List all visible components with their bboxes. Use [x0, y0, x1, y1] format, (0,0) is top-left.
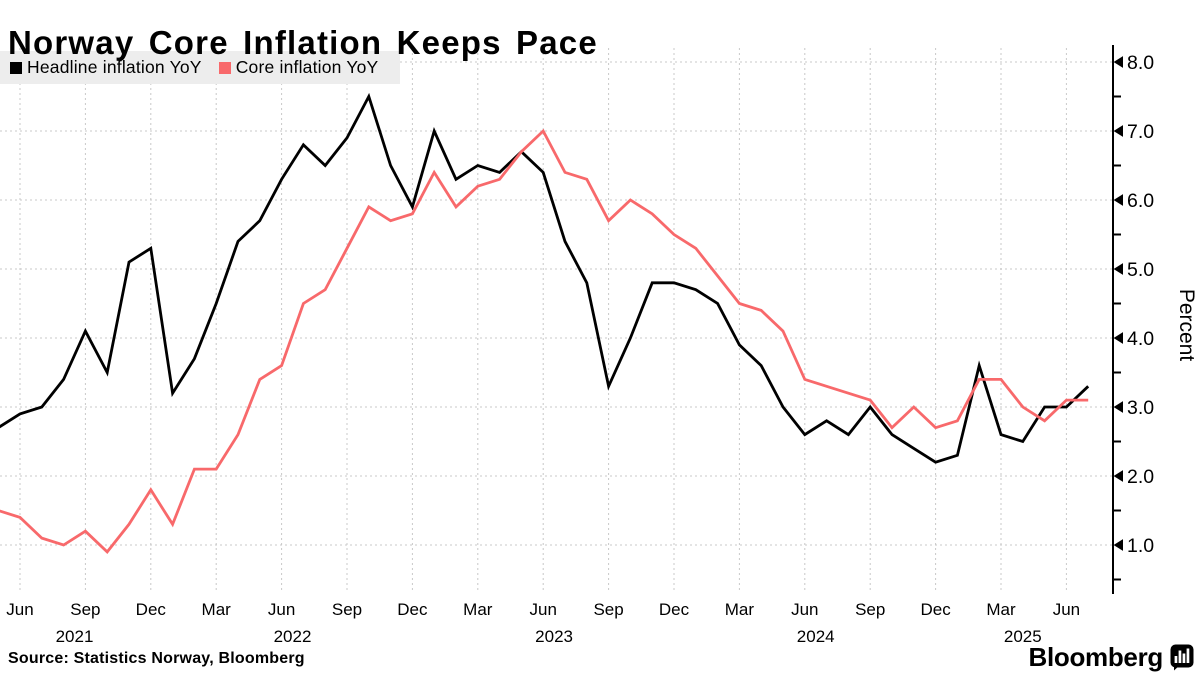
y-major-tick: [1113, 125, 1123, 137]
y-tick-label: 8.0: [1127, 52, 1154, 74]
x-tick-label: Sep: [332, 600, 362, 619]
y-tick-label: 7.0: [1127, 121, 1154, 143]
x-year-label: 2023: [535, 627, 573, 646]
x-tick-label: Jun: [529, 600, 556, 619]
y-major-tick: [1113, 332, 1123, 344]
y-major-tick: [1113, 470, 1123, 482]
x-axis-labels: Jun Sep Dec Mar Jun Sep Dec Mar Jun Sep Dec Mar Jun S…: [6, 600, 1080, 646]
bloomberg-wordmark: Bloomberg: [1028, 642, 1163, 672]
y-axis-title: Percent: [1175, 289, 1198, 362]
x-tick-label: Dec: [659, 600, 690, 619]
x-tick-label: Sep: [70, 600, 100, 619]
x-tick-label: Dec: [136, 600, 167, 619]
bloomberg-terminal-icon: [1170, 644, 1194, 671]
x-year-label: 2025: [1004, 627, 1042, 646]
y-tick-label: 4.0: [1127, 328, 1154, 350]
legend-item-headline: Headline inflation YoY: [10, 57, 202, 78]
x-tick-label: Sep: [593, 600, 623, 619]
x-tick-label: Mar: [986, 600, 1016, 619]
x-tick-label: Mar: [202, 600, 232, 619]
series-line-core: [0, 128, 1089, 554]
x-tick-label: Jun: [791, 600, 818, 619]
series-line-headline: [0, 92, 1090, 464]
page-title: Norway Core Inflation Keeps Pace: [8, 24, 598, 62]
legend-label-core: Core inflation YoY: [235, 57, 379, 77]
source-attribution: Source: Statistics Norway, Bloomberg: [8, 650, 305, 667]
x-tick-label: Jun: [268, 600, 295, 619]
legend-label-headline: Headline inflation YoY: [27, 57, 202, 77]
x-tick-label: Dec: [920, 600, 951, 619]
bloomberg-logo: Bloomberg: [1028, 642, 1194, 673]
x-year-label: 2024: [797, 627, 835, 646]
headline-series-swatch: [10, 61, 22, 74]
y-major-tick: [1113, 56, 1123, 68]
x-tick-label: Sep: [855, 600, 885, 619]
y-tick-label: 3.0: [1127, 397, 1154, 419]
x-tick-label: Dec: [397, 600, 428, 619]
x-tick-label: Jun: [1053, 600, 1080, 619]
x-tick-label: Jun: [6, 600, 33, 619]
y-major-tick: [1113, 401, 1123, 413]
y-tick-label: 6.0: [1127, 190, 1154, 212]
x-tick-label: Mar: [725, 600, 755, 619]
gridlines: [0, 48, 1113, 591]
y-axis: 8.0 7.0 6.0 5.0 4.0 3.0 2.0 1.0 Percent: [1112, 45, 1198, 594]
legend-item-core: Core inflation YoY: [218, 57, 379, 78]
core-series-swatch: [218, 61, 231, 74]
chart-legend: Headline inflation YoY Core inflation Yo…: [0, 51, 400, 84]
x-year-label: 2022: [274, 627, 312, 646]
y-major-tick: [1113, 263, 1123, 275]
y-major-tick: [1113, 539, 1123, 551]
y-major-tick: [1113, 194, 1123, 206]
y-tick-label: 2.0: [1127, 466, 1154, 488]
y-tick-label: 1.0: [1127, 535, 1154, 557]
x-year-label: 2021: [56, 627, 94, 646]
x-tick-label: Mar: [463, 600, 493, 619]
y-tick-label: 5.0: [1127, 259, 1154, 281]
